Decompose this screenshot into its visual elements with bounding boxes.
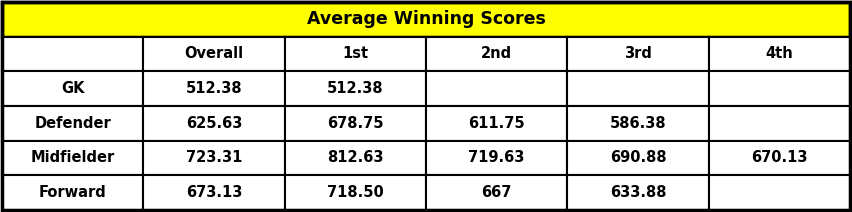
Bar <box>426 141 567 175</box>
Text: 2nd: 2nd <box>481 46 512 61</box>
Text: Overall: Overall <box>184 46 244 61</box>
Bar <box>426 175 567 210</box>
Text: 690.88: 690.88 <box>610 151 666 166</box>
Bar <box>285 106 426 141</box>
Bar <box>426 106 567 141</box>
Bar <box>143 106 285 141</box>
Bar <box>2 141 143 175</box>
Text: Forward: Forward <box>39 185 106 200</box>
Text: 633.88: 633.88 <box>610 185 666 200</box>
Text: 670.13: 670.13 <box>751 151 808 166</box>
Bar <box>567 37 709 71</box>
Text: 512.38: 512.38 <box>186 81 242 96</box>
Bar <box>709 106 850 141</box>
Text: 719.63: 719.63 <box>469 151 525 166</box>
Text: 1st: 1st <box>343 46 368 61</box>
Bar <box>285 141 426 175</box>
Bar <box>2 37 143 71</box>
Text: 611.75: 611.75 <box>469 116 525 131</box>
Text: Defender: Defender <box>34 116 111 131</box>
Bar <box>285 37 426 71</box>
Text: 678.75: 678.75 <box>327 116 383 131</box>
Bar <box>2 175 143 210</box>
Text: Midfielder: Midfielder <box>31 151 115 166</box>
Bar <box>426 71 567 106</box>
Bar <box>2 2 850 37</box>
Bar <box>2 71 143 106</box>
Bar <box>143 37 285 71</box>
Text: 512.38: 512.38 <box>327 81 383 96</box>
Text: 673.13: 673.13 <box>186 185 242 200</box>
Bar <box>143 71 285 106</box>
Bar <box>143 141 285 175</box>
Text: Average Winning Scores: Average Winning Scores <box>307 10 545 28</box>
Bar <box>567 141 709 175</box>
Text: 3rd: 3rd <box>624 46 652 61</box>
Bar <box>709 175 850 210</box>
Bar <box>426 37 567 71</box>
Bar <box>285 71 426 106</box>
Bar <box>567 106 709 141</box>
Bar <box>567 175 709 210</box>
Text: 625.63: 625.63 <box>186 116 242 131</box>
Text: GK: GK <box>60 81 84 96</box>
Text: 4th: 4th <box>765 46 793 61</box>
Bar <box>709 141 850 175</box>
Text: 586.38: 586.38 <box>610 116 666 131</box>
Bar <box>567 71 709 106</box>
Bar <box>709 71 850 106</box>
Bar <box>285 175 426 210</box>
Text: 718.50: 718.50 <box>327 185 383 200</box>
Text: 667: 667 <box>481 185 512 200</box>
Text: 723.31: 723.31 <box>186 151 242 166</box>
Bar <box>2 106 143 141</box>
Bar <box>709 37 850 71</box>
Text: 812.63: 812.63 <box>327 151 383 166</box>
Bar <box>143 175 285 210</box>
